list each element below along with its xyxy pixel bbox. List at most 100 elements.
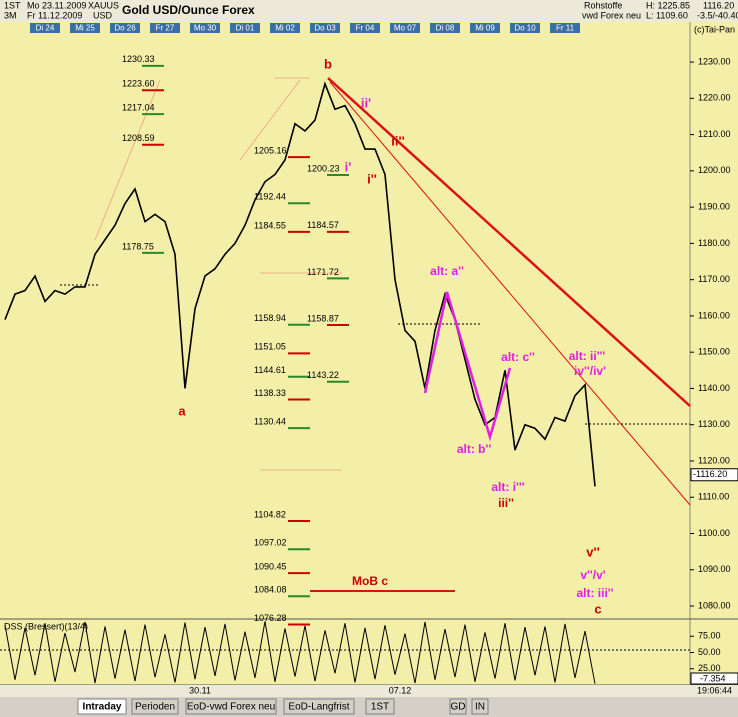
x-tick-label: Mi 09 [475, 24, 495, 33]
annotation: b [324, 56, 332, 71]
day-box [230, 23, 260, 33]
header-text: Mo 23.11.2009 [27, 0, 86, 10]
annotation: c [594, 601, 601, 616]
header-text: -3.5/-40.40 [697, 10, 738, 20]
level-label: 1171.72 [307, 267, 339, 277]
x-tick-label: Di 01 [236, 24, 255, 33]
tab-label[interactable]: EoD-Langfrist [288, 702, 349, 713]
level-label: 1184.57 [307, 220, 339, 230]
y-tick-label: 1200.00 [698, 165, 731, 175]
tab-label[interactable]: Perioden [135, 702, 175, 713]
plot-bg [0, 22, 738, 685]
annotation: alt: c'' [501, 350, 535, 364]
tab-label[interactable]: GD [451, 702, 466, 713]
ind-tick-label: 25.00 [698, 663, 721, 673]
annotation: i' [345, 159, 352, 174]
level-label: 1223.60 [122, 79, 155, 89]
day-box [30, 23, 60, 33]
plot: Di 24 Mi 25 Do 26 Fr 27 Mo 30 Di 01 Mi 02 Do 03… [4, 23, 738, 695]
y-tick-label: 1160.00 [698, 310, 730, 320]
annotation: MoB c [352, 574, 388, 588]
level-label: 1192.44 [254, 192, 286, 202]
x-tick-label: Fr 04 [356, 24, 375, 33]
x-tick-label: Di 24 [36, 24, 55, 33]
y-tick-label: 1120.00 [698, 455, 730, 465]
header-text: L: 1109.60 [646, 10, 688, 20]
ind-last: -7.354 [700, 673, 726, 683]
header-text: Rohstoffe [584, 0, 622, 10]
x-tick-label: Mo 07 [394, 24, 417, 33]
level-label: 1084.08 [254, 585, 287, 595]
ind-last-box [690, 672, 738, 685]
tab-label[interactable]: 1ST [371, 702, 389, 713]
x-bottom-label: 07.12 [389, 685, 412, 695]
header-text: vwd Forex neu [582, 10, 641, 20]
clock: 19:06:44 [697, 685, 732, 695]
level-label: 1143.22 [307, 370, 339, 380]
trend-line [329, 81, 691, 506]
level-label: 1184.55 [254, 220, 286, 230]
day-box [310, 23, 340, 33]
level-label: 1158.87 [307, 313, 339, 323]
tab[interactable] [471, 698, 489, 715]
indicator-line [4, 621, 596, 684]
y-tick-label: 1090.00 [698, 564, 731, 574]
level-label: 1138.33 [254, 388, 286, 398]
annotation: alt: ii''' [569, 349, 606, 363]
y-tick-label: 1170.00 [698, 274, 730, 284]
day-box [350, 23, 380, 33]
annotation: alt: iii'' [576, 586, 613, 600]
ind-tick-label: 75.00 [698, 631, 721, 641]
x-tick-label: Mo 30 [194, 24, 217, 33]
header-text: H: 1225.85 [646, 0, 690, 10]
day-box [110, 23, 140, 33]
y-tick-label: 1230.00 [698, 56, 731, 66]
x-tick-label: Fr 11 [556, 24, 575, 33]
x-bottom-label: 30.11 [189, 685, 211, 695]
annotation: iv''/iv' [574, 364, 606, 378]
header-text: 1ST [4, 0, 21, 10]
level-label: 1130.44 [254, 416, 286, 426]
tab[interactable] [185, 698, 277, 715]
tab[interactable] [365, 698, 395, 715]
fib-lines [94, 77, 342, 471]
header-text: Fr 11.12.2009 [27, 10, 82, 20]
y-tick-label: 1220.00 [698, 93, 731, 103]
header-text: 3M [4, 10, 17, 20]
day-box [550, 23, 580, 33]
level-label: 1230.33 [122, 54, 155, 64]
y-tick-label: 1190.00 [698, 201, 730, 211]
day-box [150, 23, 180, 33]
day-box [470, 23, 500, 33]
x-tick-label: Mi 25 [75, 24, 95, 33]
tab-label[interactable]: EoD-vwd Forex neu [187, 702, 275, 713]
annotation: ii'' [391, 133, 404, 148]
header-bar [0, 0, 738, 22]
tab[interactable] [131, 698, 179, 715]
last-price-box [690, 468, 738, 482]
wave-line [423, 291, 512, 442]
annotation: v''/v' [580, 568, 605, 582]
day-box [430, 23, 460, 33]
tab[interactable] [449, 698, 467, 715]
annotation: a [178, 403, 186, 418]
day-box [510, 23, 540, 33]
y-tick-label: 1210.00 [698, 129, 731, 139]
y-tick-label: 1100.00 [698, 528, 730, 538]
tab-label[interactable]: Intraday [83, 702, 122, 713]
trend-line [327, 77, 691, 407]
tab[interactable] [283, 698, 355, 715]
day-box [390, 23, 420, 33]
tab[interactable] [77, 698, 127, 715]
annotation: alt: b'' [457, 442, 492, 456]
x-tick-label: Mi 02 [275, 24, 295, 33]
y-tick-label: 1130.00 [698, 419, 730, 429]
level-label: 1104.82 [254, 509, 286, 519]
annotation: v'' [586, 544, 599, 559]
fib-line [239, 79, 301, 161]
y-tick-label: 1150.00 [698, 347, 730, 357]
chart-title: Gold USD/Ounce Forex [122, 3, 255, 17]
y-tick-label: 1110.00 [698, 492, 729, 502]
tab-label[interactable]: IN [475, 702, 485, 713]
